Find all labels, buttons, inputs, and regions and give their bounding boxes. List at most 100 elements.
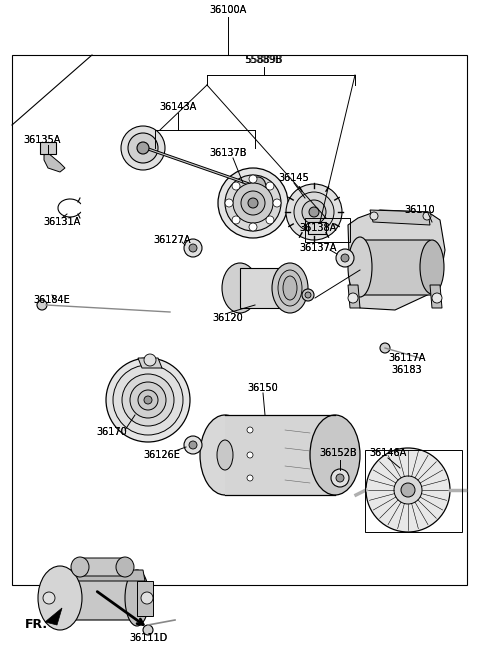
- Circle shape: [273, 199, 281, 207]
- Polygon shape: [43, 581, 60, 616]
- Ellipse shape: [71, 557, 89, 577]
- Text: 36183: 36183: [392, 365, 422, 375]
- Polygon shape: [80, 558, 127, 576]
- Text: 36135A: 36135A: [24, 135, 60, 145]
- Text: 36117A: 36117A: [388, 353, 426, 363]
- Text: 36111D: 36111D: [129, 633, 167, 643]
- Polygon shape: [53, 570, 145, 581]
- Circle shape: [130, 382, 166, 418]
- Ellipse shape: [222, 263, 258, 313]
- Circle shape: [122, 374, 174, 426]
- Circle shape: [144, 396, 152, 404]
- Polygon shape: [138, 358, 162, 368]
- Text: 36145: 36145: [278, 173, 310, 183]
- Polygon shape: [57, 576, 140, 620]
- Text: 36138A: 36138A: [300, 223, 336, 233]
- Circle shape: [394, 476, 422, 504]
- Circle shape: [37, 300, 47, 310]
- Ellipse shape: [128, 133, 158, 163]
- Text: 36183: 36183: [392, 365, 422, 375]
- Circle shape: [348, 293, 358, 303]
- Ellipse shape: [200, 415, 250, 495]
- Circle shape: [247, 452, 253, 458]
- Polygon shape: [430, 285, 442, 308]
- Ellipse shape: [283, 276, 297, 300]
- Circle shape: [241, 191, 265, 215]
- Circle shape: [266, 216, 274, 224]
- Circle shape: [370, 212, 378, 220]
- Circle shape: [302, 289, 314, 301]
- Circle shape: [432, 293, 442, 303]
- Text: 36146A: 36146A: [370, 448, 407, 458]
- Text: 36131A: 36131A: [43, 217, 81, 227]
- Text: 36111D: 36111D: [129, 633, 167, 643]
- Circle shape: [225, 199, 233, 207]
- Polygon shape: [45, 608, 62, 625]
- Circle shape: [218, 168, 288, 238]
- Ellipse shape: [116, 557, 134, 577]
- Circle shape: [380, 343, 390, 353]
- Text: 36137A: 36137A: [300, 243, 336, 253]
- Polygon shape: [44, 153, 65, 172]
- Text: 36146A: 36146A: [370, 448, 407, 458]
- Text: 36143A: 36143A: [159, 102, 197, 112]
- Ellipse shape: [420, 240, 444, 294]
- Text: 36126E: 36126E: [144, 450, 180, 460]
- Circle shape: [232, 216, 240, 224]
- Text: 36138A: 36138A: [300, 223, 336, 233]
- Polygon shape: [348, 285, 360, 308]
- Bar: [308, 222, 326, 234]
- Circle shape: [302, 200, 326, 224]
- Polygon shape: [137, 581, 153, 616]
- Circle shape: [232, 182, 240, 190]
- Text: 36120: 36120: [213, 313, 243, 323]
- Ellipse shape: [272, 263, 308, 313]
- Circle shape: [249, 223, 257, 231]
- Text: 36110: 36110: [405, 205, 435, 215]
- Text: 36127A: 36127A: [153, 235, 191, 245]
- Circle shape: [113, 365, 183, 435]
- Bar: [12, 55, 467, 585]
- Polygon shape: [348, 210, 445, 310]
- Text: 36143A: 36143A: [159, 102, 197, 112]
- Text: 36170: 36170: [96, 427, 127, 437]
- Circle shape: [331, 469, 349, 487]
- Circle shape: [106, 358, 190, 442]
- Text: 36135A: 36135A: [24, 135, 60, 145]
- Circle shape: [143, 625, 153, 635]
- Ellipse shape: [278, 270, 302, 306]
- Ellipse shape: [217, 440, 233, 470]
- Circle shape: [366, 448, 450, 532]
- Circle shape: [138, 390, 158, 410]
- Text: 55889B: 55889B: [245, 55, 283, 65]
- Circle shape: [141, 592, 153, 604]
- Text: 36152B: 36152B: [319, 448, 357, 458]
- Text: 36137B: 36137B: [209, 148, 247, 158]
- Polygon shape: [225, 415, 335, 495]
- Bar: [40, 142, 56, 154]
- Circle shape: [294, 192, 334, 232]
- Circle shape: [248, 198, 258, 208]
- Text: 36117A: 36117A: [388, 353, 426, 363]
- Ellipse shape: [310, 415, 360, 495]
- Text: 36126E: 36126E: [144, 450, 180, 460]
- Ellipse shape: [125, 570, 149, 626]
- Circle shape: [189, 244, 197, 252]
- Text: 36120: 36120: [213, 313, 243, 323]
- Circle shape: [309, 207, 319, 217]
- Circle shape: [249, 175, 257, 183]
- Polygon shape: [240, 268, 290, 308]
- Text: 36184E: 36184E: [34, 295, 71, 305]
- Text: FR.: FR.: [25, 618, 48, 631]
- Text: 36127A: 36127A: [153, 235, 191, 245]
- Ellipse shape: [348, 237, 372, 297]
- Ellipse shape: [38, 566, 82, 630]
- Polygon shape: [140, 145, 263, 190]
- Circle shape: [184, 239, 202, 257]
- Text: 36131A: 36131A: [43, 217, 81, 227]
- Circle shape: [144, 354, 156, 366]
- Text: 36100A: 36100A: [209, 5, 247, 15]
- Text: 36145: 36145: [278, 173, 310, 183]
- Text: 36100A: 36100A: [209, 5, 247, 15]
- Text: 36137B: 36137B: [209, 148, 247, 158]
